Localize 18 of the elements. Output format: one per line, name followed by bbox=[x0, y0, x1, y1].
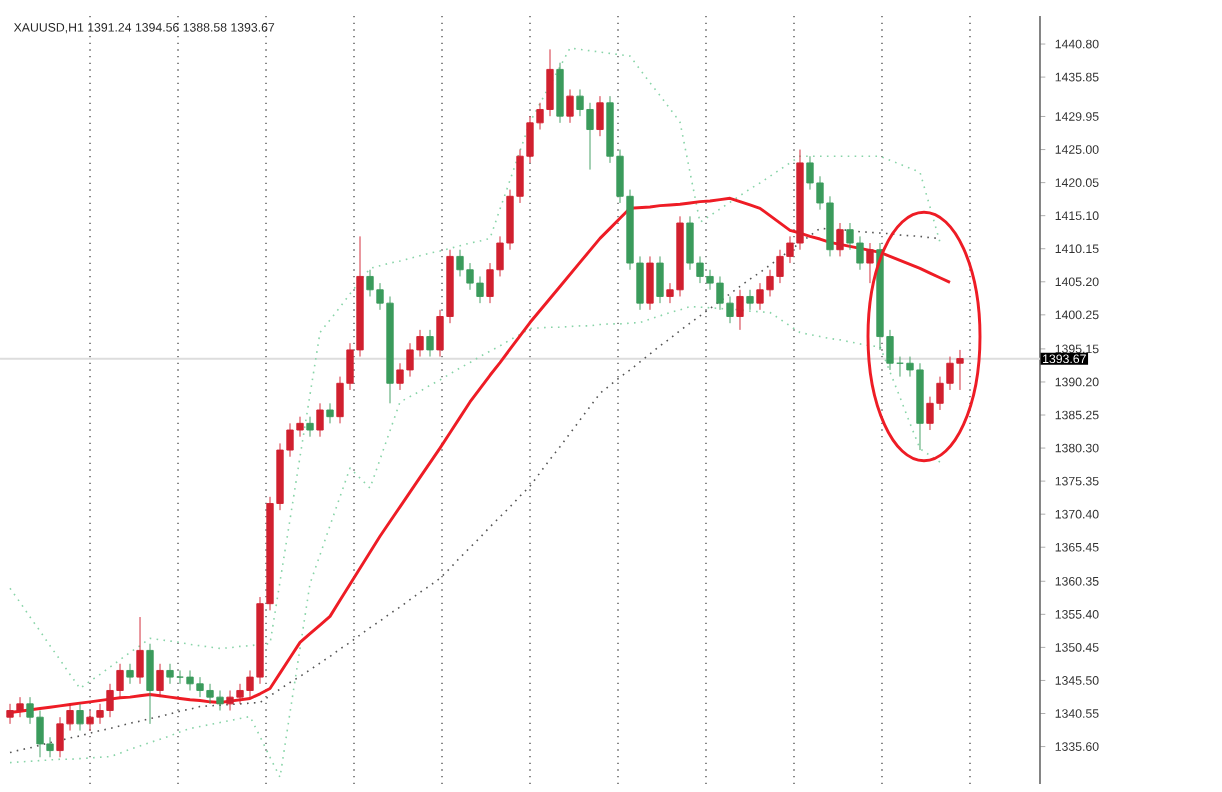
candlestick bbox=[126, 663, 134, 685]
candlestick bbox=[326, 402, 334, 424]
candlestick bbox=[316, 402, 324, 438]
candlestick bbox=[426, 329, 434, 358]
candlestick bbox=[736, 289, 744, 331]
candlestick bbox=[836, 222, 844, 257]
candlestick bbox=[596, 95, 604, 137]
candlestick bbox=[566, 88, 574, 124]
candlestick bbox=[306, 416, 314, 438]
candlestick bbox=[746, 289, 754, 311]
candlestick bbox=[76, 703, 84, 732]
candlestick bbox=[646, 255, 654, 311]
candlestick bbox=[136, 616, 144, 685]
candlestick bbox=[866, 242, 874, 284]
candlestick bbox=[156, 663, 164, 698]
candlestick bbox=[556, 62, 564, 124]
candlestick bbox=[146, 643, 154, 725]
candlestick bbox=[656, 255, 664, 304]
